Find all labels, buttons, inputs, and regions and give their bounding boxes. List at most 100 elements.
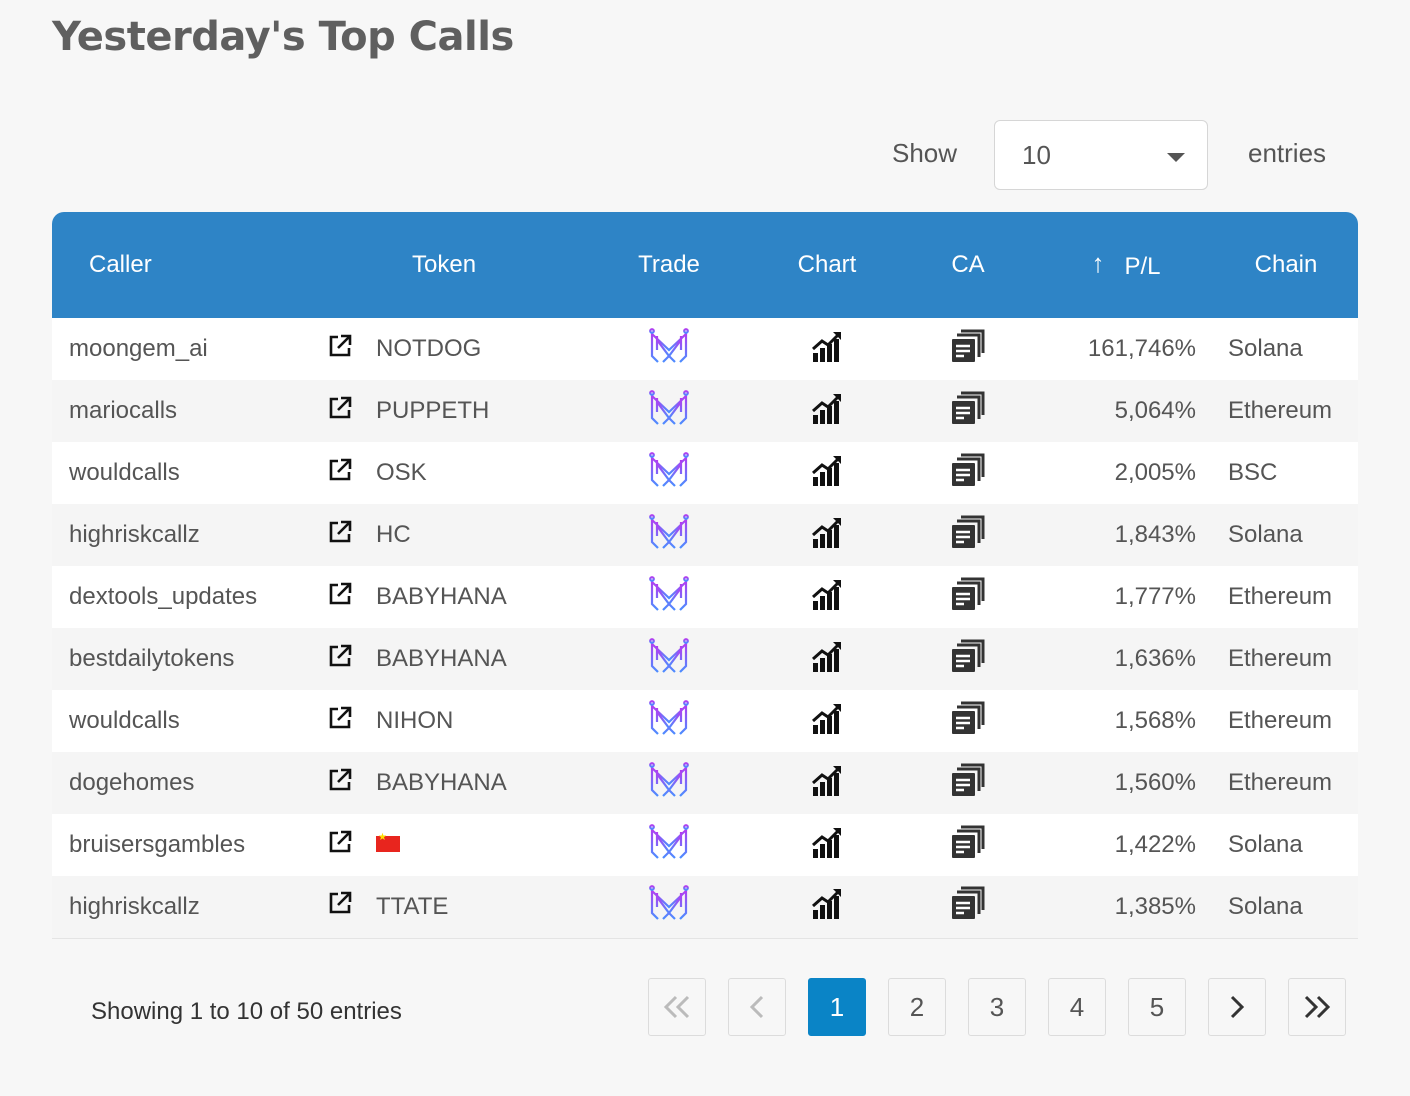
caret-down-icon bbox=[1167, 153, 1185, 162]
chevron-right-icon bbox=[1230, 995, 1245, 1019]
header-chain-label: Chain bbox=[1254, 251, 1318, 278]
chart-growth-icon[interactable] bbox=[811, 886, 843, 927]
header-chart-label: Chart bbox=[797, 251, 857, 278]
ca-cell bbox=[898, 566, 1038, 628]
copy-icon[interactable] bbox=[951, 515, 985, 556]
external-link-icon[interactable] bbox=[327, 519, 353, 552]
chain-name: Ethereum bbox=[1228, 707, 1333, 734]
chain-name: Ethereum bbox=[1228, 583, 1333, 610]
calls-table-wrapper: Caller Token Trade Chart CA ↑ P/L Chain m… bbox=[52, 212, 1358, 939]
copy-icon[interactable] bbox=[951, 825, 985, 866]
caller-link-cell bbox=[304, 318, 376, 380]
external-link-icon[interactable] bbox=[327, 581, 353, 614]
trade-logo-icon[interactable] bbox=[649, 883, 689, 930]
page-button-5[interactable]: 5 bbox=[1128, 978, 1186, 1036]
trade-logo-icon[interactable] bbox=[649, 636, 689, 683]
header-trade[interactable]: Trade bbox=[582, 212, 756, 318]
trade-cell bbox=[582, 504, 756, 566]
chevron-left-icon bbox=[749, 995, 764, 1019]
external-link-icon[interactable] bbox=[327, 705, 353, 738]
caller-cell: wouldcalls bbox=[52, 690, 304, 752]
header-trade-label: Trade bbox=[638, 251, 700, 278]
trade-logo-icon[interactable] bbox=[649, 760, 689, 807]
token-symbol: OSK bbox=[376, 459, 427, 486]
header-ca[interactable]: CA bbox=[898, 212, 1038, 318]
token-symbol: BABYHANA bbox=[376, 645, 507, 672]
trade-logo-icon[interactable] bbox=[649, 698, 689, 745]
header-chain[interactable]: Chain bbox=[1214, 212, 1358, 318]
prev-page-button[interactable] bbox=[728, 978, 786, 1036]
copy-icon[interactable] bbox=[951, 639, 985, 680]
caller-name: dextools_updates bbox=[69, 583, 258, 610]
caller-link-cell bbox=[304, 690, 376, 752]
external-link-icon[interactable] bbox=[327, 457, 353, 490]
external-link-icon[interactable] bbox=[327, 643, 353, 676]
trade-cell bbox=[582, 814, 756, 876]
first-page-button[interactable] bbox=[648, 978, 706, 1036]
page-button-3[interactable]: 3 bbox=[968, 978, 1026, 1036]
next-page-button[interactable] bbox=[1208, 978, 1266, 1036]
chart-cell bbox=[756, 752, 898, 814]
token-cell: TTATE bbox=[376, 876, 582, 939]
token-cell: BABYHANA bbox=[376, 566, 582, 628]
entries-select[interactable]: 10 bbox=[994, 120, 1208, 190]
trade-logo-icon[interactable] bbox=[649, 574, 689, 621]
token-symbol: BABYHANA bbox=[376, 769, 507, 796]
table-row: moongem_ai NOTDOG 161,746% Solana bbox=[52, 318, 1358, 380]
page-button-2[interactable]: 2 bbox=[888, 978, 946, 1036]
last-page-button[interactable] bbox=[1288, 978, 1346, 1036]
chart-growth-icon[interactable] bbox=[811, 763, 843, 804]
page-number: 4 bbox=[1069, 991, 1085, 1022]
trade-logo-icon[interactable] bbox=[649, 450, 689, 497]
header-caller[interactable]: Caller bbox=[52, 212, 376, 318]
external-link-icon[interactable] bbox=[327, 890, 353, 923]
pl-value: 1,777% bbox=[1114, 583, 1196, 610]
trade-logo-icon[interactable] bbox=[649, 326, 689, 373]
pl-value: 1,560% bbox=[1114, 769, 1196, 796]
chart-growth-icon[interactable] bbox=[811, 515, 843, 556]
caller-cell: wouldcalls bbox=[52, 442, 304, 504]
trade-logo-icon[interactable] bbox=[649, 388, 689, 435]
external-link-icon[interactable] bbox=[327, 767, 353, 800]
token-cell: BABYHANA bbox=[376, 628, 582, 690]
page-button-1[interactable]: 1 bbox=[808, 978, 866, 1036]
caller-cell: highriskcallz bbox=[52, 504, 304, 566]
table-row: mariocalls PUPPETH 5,064% Ethereum bbox=[52, 380, 1358, 442]
external-link-icon[interactable] bbox=[327, 333, 353, 366]
token-symbol: BABYHANA bbox=[376, 583, 507, 610]
chain-cell: Ethereum bbox=[1214, 628, 1358, 690]
trade-logo-icon[interactable] bbox=[649, 822, 689, 869]
table-row: dextools_updates BABYHANA 1,777% Ethereum bbox=[52, 566, 1358, 628]
ca-cell bbox=[898, 814, 1038, 876]
ca-cell bbox=[898, 752, 1038, 814]
copy-icon[interactable] bbox=[951, 886, 985, 927]
chart-growth-icon[interactable] bbox=[811, 577, 843, 618]
external-link-icon[interactable] bbox=[327, 829, 353, 862]
copy-icon[interactable] bbox=[951, 329, 985, 370]
ca-cell bbox=[898, 876, 1038, 939]
chart-growth-icon[interactable] bbox=[811, 825, 843, 866]
pl-cell: 2,005% bbox=[1038, 442, 1214, 504]
chart-growth-icon[interactable] bbox=[811, 329, 843, 370]
chart-growth-icon[interactable] bbox=[811, 391, 843, 432]
copy-icon[interactable] bbox=[951, 391, 985, 432]
chart-growth-icon[interactable] bbox=[811, 453, 843, 494]
page-button-4[interactable]: 4 bbox=[1048, 978, 1106, 1036]
copy-icon[interactable] bbox=[951, 701, 985, 742]
copy-icon[interactable] bbox=[951, 763, 985, 804]
chain-cell: Solana bbox=[1214, 318, 1358, 380]
token-cell: BABYHANA bbox=[376, 752, 582, 814]
header-chart[interactable]: Chart bbox=[756, 212, 898, 318]
chart-growth-icon[interactable] bbox=[811, 639, 843, 680]
header-token[interactable]: Token bbox=[376, 212, 582, 318]
copy-icon[interactable] bbox=[951, 453, 985, 494]
table-row: dogehomes BABYHANA 1,560% Ethereum bbox=[52, 752, 1358, 814]
trade-logo-icon[interactable] bbox=[649, 512, 689, 559]
chart-growth-icon[interactable] bbox=[811, 701, 843, 742]
chain-cell: Ethereum bbox=[1214, 380, 1358, 442]
copy-icon[interactable] bbox=[951, 577, 985, 618]
caller-link-cell bbox=[304, 442, 376, 504]
external-link-icon[interactable] bbox=[327, 395, 353, 428]
chain-name: Solana bbox=[1228, 521, 1303, 548]
header-pl[interactable]: ↑ P/L bbox=[1038, 212, 1214, 318]
